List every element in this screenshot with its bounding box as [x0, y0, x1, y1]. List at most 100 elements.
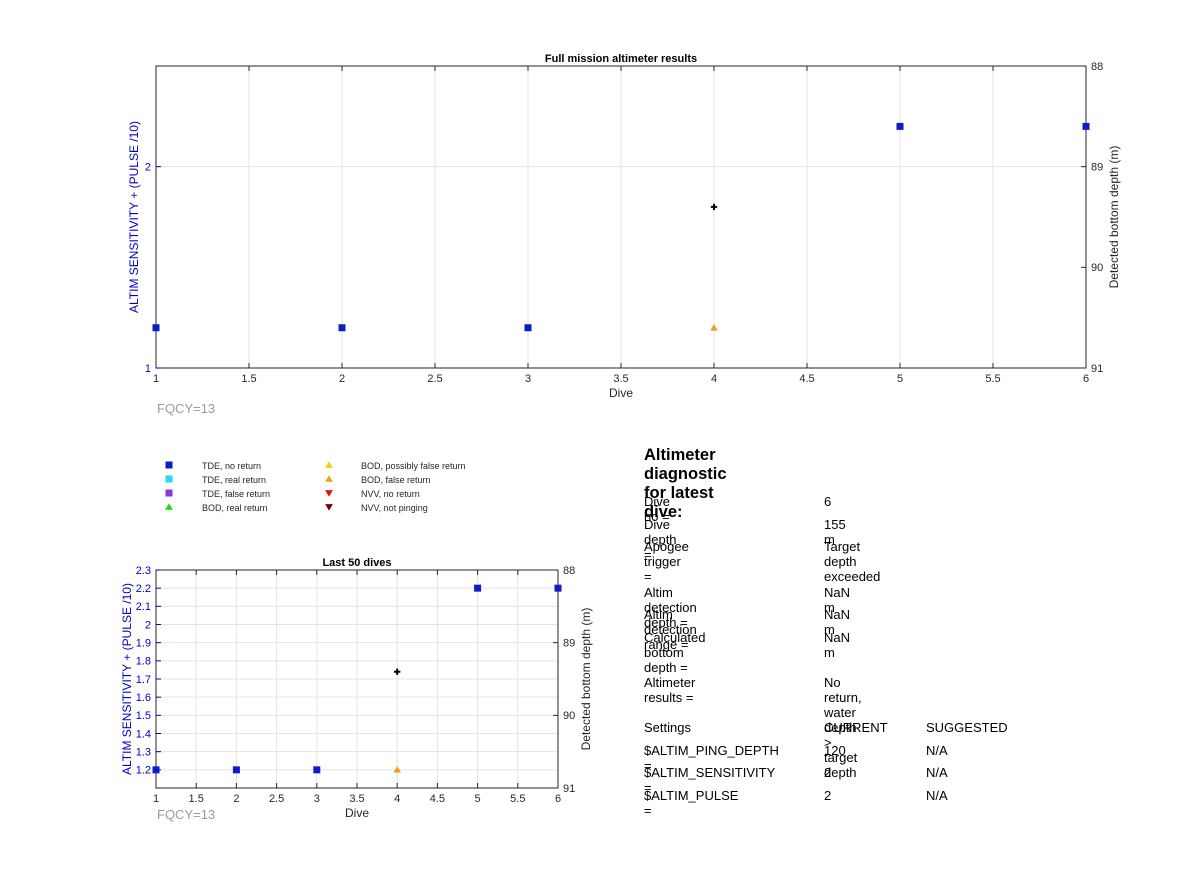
data-point: [232, 766, 240, 774]
y-left-tick-label: 1.4: [136, 728, 151, 740]
legend-marker: [165, 489, 173, 497]
fqcy-annotation: FQCY=13: [157, 807, 215, 822]
setting-suggested: N/A: [926, 765, 948, 780]
current-header: CURRENT: [824, 720, 888, 735]
legend-marker: [325, 504, 333, 511]
legend-label: NVV, no return: [361, 489, 420, 499]
data-point: [338, 324, 346, 332]
setting-suggested: N/A: [926, 788, 948, 803]
x-tick-label: 1.5: [241, 373, 256, 385]
data-point: [554, 584, 562, 592]
data-point: [152, 324, 160, 332]
data-point: [474, 584, 482, 592]
setting-suggested: N/A: [926, 743, 948, 758]
x-tick-label: 5.5: [985, 373, 1000, 385]
x-tick-label: 6: [1083, 373, 1089, 385]
y-right-tick-label: 90: [1091, 262, 1103, 274]
altim-detection-range-value: NaN m: [824, 607, 851, 637]
x-tick-label: 5: [897, 373, 903, 385]
data-point: [1082, 122, 1090, 130]
legend-marker: [165, 475, 173, 483]
y-left-tick-label: 1: [145, 363, 151, 375]
y-left-tick-label: 1.9: [136, 638, 151, 650]
setting-name: $ALTIM_SENSITIVITY =: [644, 765, 776, 795]
x-tick-label: 5: [475, 793, 481, 805]
y-right-tick-label: 88: [1091, 61, 1103, 73]
data-point: [896, 122, 904, 130]
data-point: [394, 668, 401, 675]
x-tick-label: 3: [525, 373, 531, 385]
x-tick-label: 2.5: [427, 373, 442, 385]
setting-name: $ALTIM_PING_DEPTH =: [644, 743, 779, 773]
legend-marker: [325, 490, 333, 497]
y-left-tick-label: 1.3: [136, 747, 151, 759]
x-axis-label: Dive: [345, 806, 369, 820]
y-right-tick-label: 91: [563, 783, 575, 795]
altimeter-results-label: Altimeter results =: [644, 675, 696, 705]
x-tick-label: 2.5: [269, 793, 284, 805]
legend-label: NVV, not pinging: [361, 503, 428, 513]
y-right-tick-label: 88: [563, 565, 575, 577]
legend-label: TDE, no return: [202, 461, 261, 471]
altim-detection-depth-label: Altim detection depth =: [644, 585, 697, 630]
x-tick-label: 4: [711, 373, 717, 385]
chart-full-mission: 1 1.5 2 2.5 3 3.5 4 4.5 5 5.5 6 1 2 88 89 90 91 Full miss…: [127, 53, 1121, 416]
legend-label: BOD, false return: [361, 475, 431, 485]
x-tick-label: 5.5: [510, 793, 525, 805]
x-tick-label: 1: [153, 793, 159, 805]
altim-detection-depth-value: NaN m: [824, 585, 851, 615]
x-tick-label: 1: [153, 373, 159, 385]
data-point: [710, 203, 718, 211]
x-tick-label: 3.5: [613, 373, 628, 385]
data-point: [710, 323, 718, 331]
y-left-axis-label: ALTIM SENSITIVITY + (PULSE /10): [127, 121, 141, 313]
dive-depth-label: Dive depth =: [644, 517, 677, 562]
altimeter-results-value: No return, water depth > target depth: [824, 675, 862, 780]
legend: TDE, no return TDE, real return TDE, false…: [165, 461, 466, 513]
calculated-bottom-depth-label: Calculated bottom depth =: [644, 630, 706, 675]
apogee-trigger-value: Target depth exceeded: [824, 539, 881, 584]
x-tick-label: 2: [233, 793, 239, 805]
x-tick-label: 3: [314, 793, 320, 805]
legend-marker: [325, 475, 333, 482]
chart-title: Last 50 dives: [322, 557, 391, 569]
y-left-tick-label: 1.8: [136, 656, 151, 668]
data-point: [152, 766, 160, 774]
y-left-tick-label: 2: [145, 619, 151, 631]
legend-marker: [325, 461, 333, 468]
setting-current: 2: [824, 765, 832, 780]
dive-no-label: Dive no =: [644, 494, 671, 524]
setting-name: $ALTIM_PULSE =: [644, 788, 739, 818]
diagnostic-title: Altimeter diagnostic for latest dive:: [644, 446, 727, 521]
y-left-tick-label: 1.5: [136, 710, 151, 722]
settings-header: Settings: [644, 720, 691, 735]
legend-label: BOD, real return: [202, 503, 268, 513]
x-axis-label: Dive: [609, 386, 633, 400]
setting-current: 2: [824, 788, 832, 803]
x-tick-label: 4: [394, 793, 400, 805]
y-left-tick-label: 1.7: [136, 674, 151, 686]
altim-detection-range-label: Altim detection range =: [644, 607, 697, 652]
y-left-tick-label: 2: [145, 162, 151, 174]
y-right-axis-label: Detected bottom depth (m): [579, 608, 593, 751]
data-point: [313, 766, 321, 774]
y-right-tick-label: 89: [1091, 162, 1103, 174]
chart-last-50-dives: 1 1.5 2 2.5 3 3.5 4 4.5 5 5.5 6 1.2 1.3 1.4 1.5 1.6 1.7 1…: [120, 557, 593, 822]
data-point: [524, 324, 532, 332]
dive-no-value: 6: [824, 494, 832, 509]
x-tick-label: 4.5: [430, 793, 445, 805]
suggested-header: SUGGESTED: [926, 720, 1008, 735]
x-tick-label: 1.5: [189, 793, 204, 805]
legend-label: TDE, false return: [202, 489, 270, 499]
y-left-tick-label: 1.6: [136, 692, 151, 704]
x-tick-label: 4.5: [799, 373, 814, 385]
data-point: [393, 766, 402, 773]
y-right-tick-label: 90: [563, 710, 575, 722]
legend-label: TDE, real return: [202, 475, 266, 485]
y-left-axis-label: ALTIM SENSITIVITY + (PULSE /10): [120, 583, 134, 775]
y-right-tick-label: 89: [563, 638, 575, 650]
apogee-trigger-label: Apogee trigger =: [644, 539, 689, 584]
y-left-tick-label: 2.1: [136, 601, 151, 613]
legend-marker: [165, 461, 173, 469]
